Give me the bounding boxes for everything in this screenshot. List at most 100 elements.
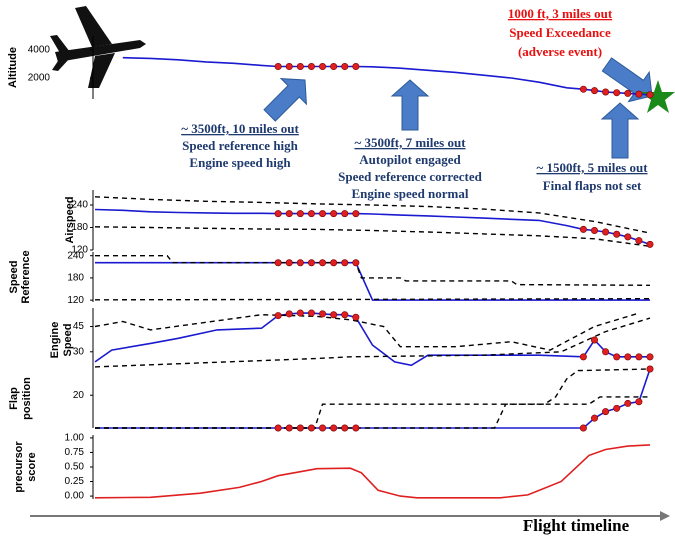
marker xyxy=(341,424,349,432)
panels: 2000 4000 Altitude ~ 3500ft, 10 miles out Sp… xyxy=(7,6,654,535)
y-tick-label: 180 xyxy=(67,273,84,284)
arrow xyxy=(263,78,307,122)
annotation: 1000 ft, 3 miles out xyxy=(508,6,613,21)
annotation: ~ 1500ft, 5 miles out xyxy=(536,160,648,175)
marker xyxy=(613,404,621,412)
reference-line xyxy=(94,226,651,247)
marker xyxy=(352,259,360,267)
marker xyxy=(307,424,315,432)
marker xyxy=(330,63,338,71)
reference-line xyxy=(94,312,640,351)
marker xyxy=(341,63,349,71)
marker xyxy=(624,399,632,407)
marker xyxy=(296,309,304,317)
y-tick-label: 0.00 xyxy=(65,491,85,502)
marker xyxy=(635,398,643,406)
marker xyxy=(274,312,282,320)
y-tick-label: 0.75 xyxy=(65,447,85,458)
y-axis-label: Engine xyxy=(49,322,61,359)
data-line xyxy=(95,261,650,301)
y-axis-label: precursor xyxy=(13,441,25,493)
reference-line xyxy=(94,298,651,301)
marker xyxy=(274,210,282,218)
marker xyxy=(341,210,349,218)
marker xyxy=(274,63,282,71)
y-axis-label: Flap xyxy=(8,387,20,410)
marker xyxy=(341,259,349,267)
marker xyxy=(590,336,598,344)
y-tick-label: 180 xyxy=(71,222,88,233)
data-line xyxy=(94,312,650,367)
marker xyxy=(285,424,293,432)
marker xyxy=(624,353,632,361)
marker xyxy=(307,309,315,317)
reference-line xyxy=(94,196,651,234)
y-tick-label: 2000 xyxy=(28,73,51,84)
marker xyxy=(307,210,315,218)
marker xyxy=(579,225,587,233)
marker xyxy=(296,63,304,71)
marker xyxy=(613,230,621,238)
reference-line xyxy=(95,396,650,429)
marker xyxy=(635,237,643,245)
y-tick-label: 20 xyxy=(73,390,85,401)
y-tick-label: 120 xyxy=(67,295,84,306)
annotation: Engine speed high xyxy=(189,155,291,170)
marker xyxy=(635,90,643,98)
marker xyxy=(646,91,654,99)
y-tick-label: 0.25 xyxy=(65,476,85,487)
annotation: Final flaps not set xyxy=(543,178,642,193)
marker xyxy=(285,259,293,267)
marker xyxy=(352,424,360,432)
annotation: Speed Exceedance xyxy=(509,25,611,40)
annotation: Engine speed normal xyxy=(351,186,468,201)
marker xyxy=(330,424,338,432)
marker xyxy=(635,353,643,361)
marker xyxy=(319,210,327,218)
annotation: Speed reference high xyxy=(182,138,299,153)
y-axis-label: Speed xyxy=(8,260,20,293)
marker xyxy=(590,227,598,235)
marker xyxy=(285,63,293,71)
y-axis-label: Airspeed xyxy=(64,196,76,243)
marker xyxy=(602,88,610,96)
annotation: ~ 3500ft, 7 miles out xyxy=(354,135,466,150)
marker xyxy=(352,313,360,321)
marker xyxy=(319,63,327,71)
annotation: (adverse event) xyxy=(518,44,602,59)
marker xyxy=(307,63,315,71)
marker xyxy=(579,85,587,93)
marker xyxy=(613,353,621,361)
marker xyxy=(274,259,282,267)
data-line xyxy=(122,56,651,96)
marker xyxy=(352,210,360,218)
y-tick-label: 240 xyxy=(67,250,84,261)
marker xyxy=(285,210,293,218)
y-tick-label: 120 xyxy=(71,245,88,256)
marker xyxy=(646,365,654,373)
marker xyxy=(602,228,610,236)
y-axis-label: Reference xyxy=(20,250,32,303)
y-axis-label: score xyxy=(26,452,38,481)
marker xyxy=(646,240,654,248)
data-line xyxy=(95,368,651,429)
marker xyxy=(319,424,327,432)
airplane-icon xyxy=(50,6,146,88)
annotation: Autopilot engaged xyxy=(359,152,461,167)
data-line xyxy=(94,208,651,246)
arrows xyxy=(263,57,653,159)
marker xyxy=(352,63,360,71)
y-axis-label: position xyxy=(21,377,33,420)
x-axis-label: Flight timeline xyxy=(523,516,630,535)
arrow xyxy=(600,102,640,159)
reference-line xyxy=(95,255,651,286)
marker xyxy=(579,353,587,361)
marker xyxy=(579,424,587,432)
marker xyxy=(341,311,349,319)
marker xyxy=(590,87,598,95)
reference-line xyxy=(95,368,651,429)
marker xyxy=(330,210,338,218)
marker xyxy=(307,259,315,267)
marker xyxy=(590,414,598,422)
